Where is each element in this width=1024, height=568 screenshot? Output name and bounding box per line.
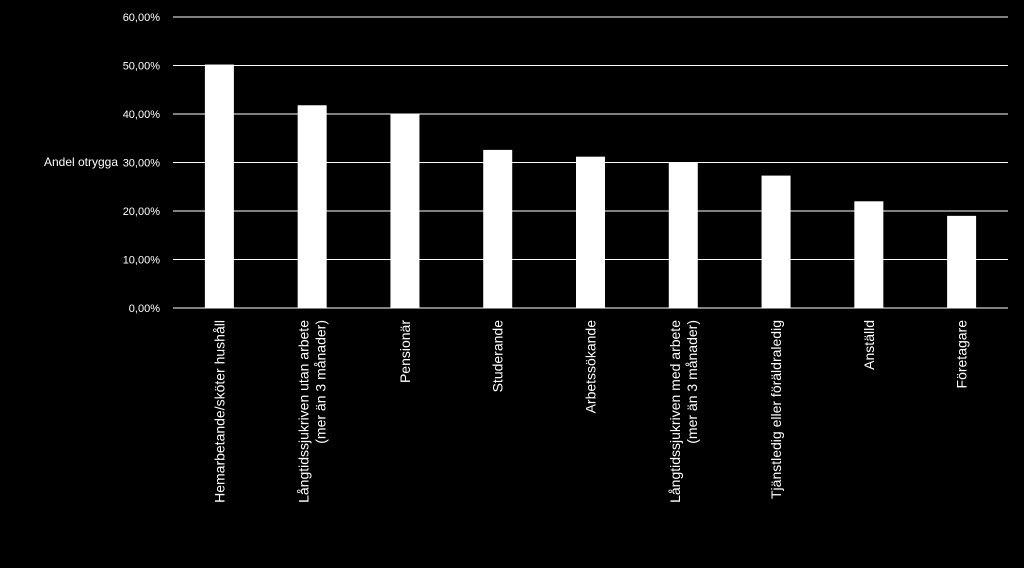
x-tick-label-line: Tjänstledig eller föräldraledig	[768, 320, 784, 499]
y-axis-ticks: 0,00% 10,00% 20,00% 30,00% 40,00% 50,00% 60,00…	[123, 12, 161, 315]
x-tick-label-line: (mer än 3 månader)	[684, 320, 700, 444]
x-tick-label: Hemarbetande/sköter hushåll	[211, 320, 227, 503]
x-tick-label: Långtidssjukriven med arbete (mer än 3 må…	[667, 320, 700, 503]
bar	[297, 105, 327, 309]
x-tick-label: Anställd	[861, 320, 877, 370]
bar	[390, 114, 420, 308]
bar	[668, 162, 698, 308]
x-tick-label: Studerande	[490, 320, 506, 393]
x-tick-label-line: Företagare	[954, 320, 970, 389]
x-tick-label-line: (mer än 3 månader)	[313, 320, 329, 444]
bar	[854, 201, 884, 308]
y-tick-label: 20,00%	[123, 206, 161, 218]
x-tick-label: Arbetssökande	[583, 320, 599, 414]
bar	[947, 215, 977, 308]
bar	[576, 156, 605, 308]
y-tick-label: 60,00%	[123, 12, 161, 24]
x-tick-label: Långtidssjukriven utan arbete (mer än 3 m…	[296, 320, 329, 503]
bar	[483, 149, 513, 308]
x-tick-label-line: Långtidssjukriven med arbete	[667, 320, 683, 503]
x-axis-ticks: Hemarbetande/sköter hushåll Långtidssjukr…	[211, 320, 969, 503]
y-tick-label: 30,00%	[123, 158, 161, 170]
x-tick-label: Företagare	[954, 320, 970, 389]
x-tick-label-line: Studerande	[490, 320, 506, 393]
y-axis-label: Andel otrygga	[44, 155, 118, 169]
bars	[204, 64, 977, 309]
y-tick-label: 0,00%	[129, 303, 160, 315]
x-tick-label: Pensionär	[397, 320, 413, 383]
y-tick-label: 40,00%	[123, 109, 161, 121]
x-tick-label-line: Pensionär	[397, 320, 413, 383]
bar	[204, 64, 234, 308]
y-tick-label: 50,00%	[123, 61, 161, 73]
bar	[761, 175, 791, 308]
x-tick-label-line: Arbetssökande	[583, 320, 599, 414]
x-tick-label-line: Hemarbetande/sköter hushåll	[211, 320, 227, 503]
y-tick-label: 10,00%	[123, 255, 161, 267]
x-tick-label: Tjänstledig eller föräldraledig	[768, 320, 784, 499]
x-tick-label-line: Långtidssjukriven utan arbete	[296, 320, 312, 503]
x-tick-label-line: Anställd	[861, 320, 877, 370]
